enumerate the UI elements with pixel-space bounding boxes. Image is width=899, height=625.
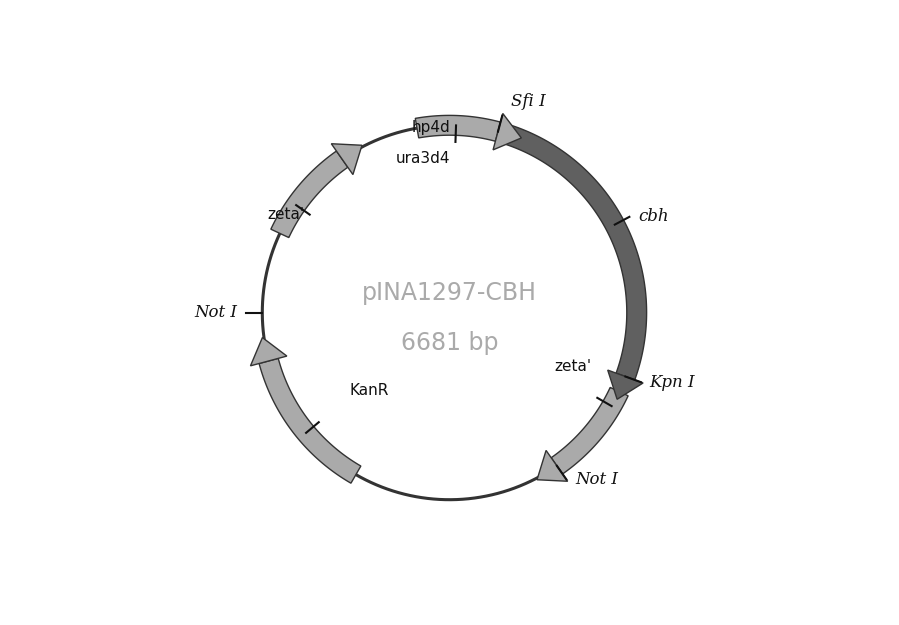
- Polygon shape: [493, 114, 521, 150]
- Polygon shape: [495, 122, 646, 380]
- Polygon shape: [271, 151, 348, 238]
- Text: cbh: cbh: [638, 208, 669, 226]
- Polygon shape: [332, 144, 362, 174]
- Text: zeta': zeta': [267, 207, 304, 222]
- Text: hp4d: hp4d: [411, 120, 450, 135]
- Text: ura3d4: ura3d4: [396, 151, 450, 166]
- Polygon shape: [608, 370, 643, 399]
- Text: Kpn I: Kpn I: [650, 374, 695, 391]
- Polygon shape: [537, 451, 567, 481]
- Text: KanR: KanR: [350, 383, 389, 398]
- Text: Sfi I: Sfi I: [511, 93, 546, 110]
- Polygon shape: [251, 338, 287, 366]
- Text: Not I: Not I: [194, 304, 237, 321]
- Text: pINA1297-CBH: pINA1297-CBH: [362, 281, 537, 304]
- Text: Not I: Not I: [575, 471, 619, 488]
- Polygon shape: [415, 116, 501, 141]
- Text: 6681 bp: 6681 bp: [401, 331, 498, 356]
- Polygon shape: [259, 358, 360, 483]
- Text: zeta': zeta': [555, 359, 592, 374]
- Polygon shape: [551, 388, 628, 474]
